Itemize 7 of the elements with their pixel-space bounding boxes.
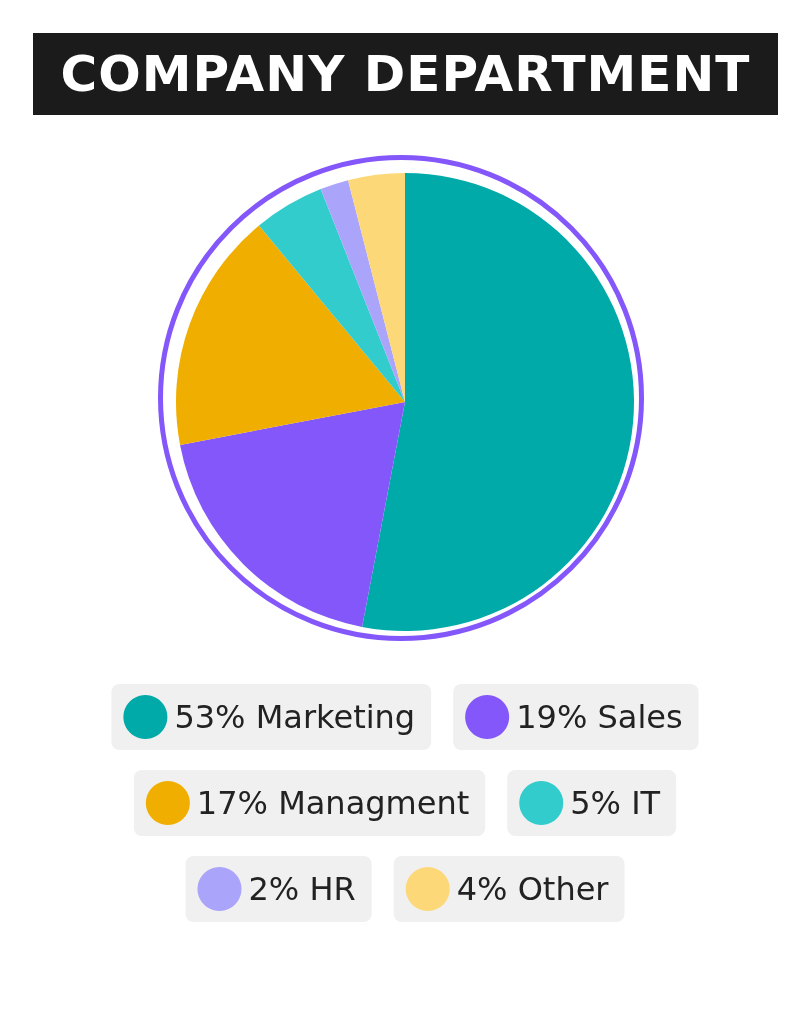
legend-label: 5% IT [570,784,661,822]
legend-label: 17% Managment [196,784,470,822]
legend-label: 19% Sales [516,698,683,736]
legend-label: 2% HR [248,870,356,908]
legend-label: 53% Marketing [174,698,416,736]
chart-title: COMPANY DEPARTMENT [33,33,778,115]
legend-label: 4% Other [456,870,610,908]
